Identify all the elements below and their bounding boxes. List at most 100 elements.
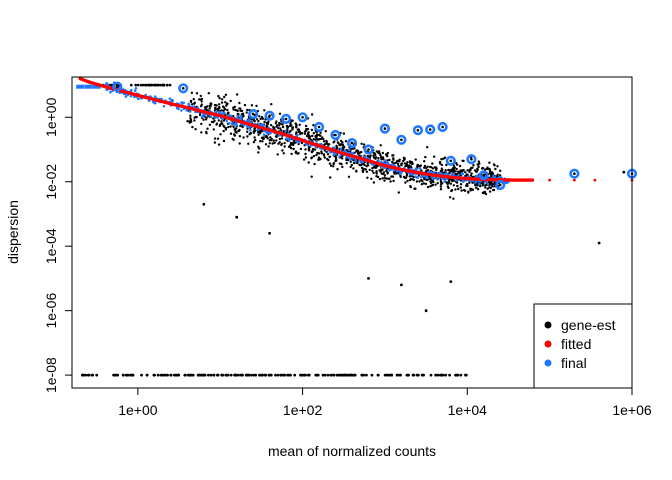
- outlier-ring: [264, 110, 275, 121]
- gene-est-point: [439, 185, 443, 188]
- gene-est-point: [224, 93, 228, 97]
- gene-est-point: [268, 142, 271, 145]
- gene-est-point: [358, 154, 361, 157]
- gene-est-point: [393, 172, 396, 175]
- gene-est-point: [156, 373, 160, 377]
- gene-est-point: [186, 120, 189, 123]
- gene-est-point: [399, 174, 402, 178]
- gene-est-point: [467, 190, 470, 193]
- y-tick-label: 1e-02: [43, 164, 59, 200]
- outlier-ring: [112, 81, 123, 92]
- gene-est-point: [200, 131, 203, 134]
- gene-est-point: [455, 162, 458, 165]
- gene-est-point: [233, 128, 236, 131]
- gene-est-point: [290, 147, 293, 150]
- gene-est-point: [404, 181, 407, 184]
- gene-est-point: [391, 160, 394, 164]
- gene-est-point: [162, 83, 166, 87]
- gene-est-point: [312, 155, 316, 158]
- final-point: [180, 109, 183, 112]
- gene-est-point: [280, 137, 284, 140]
- gene-est-point: [267, 373, 271, 377]
- gene-est-point: [484, 186, 487, 189]
- gene-est-point: [233, 373, 237, 377]
- gene-est-point: [269, 136, 272, 139]
- gene-est-point: [382, 158, 385, 161]
- gene-est-point: [310, 175, 313, 178]
- gene-est-point: [281, 123, 284, 126]
- gene-est-point: [436, 182, 439, 185]
- outlier-center-point: [350, 141, 354, 145]
- gene-est-point: [257, 130, 260, 134]
- gene-est-point: [232, 125, 235, 128]
- gene-est-point: [403, 176, 407, 180]
- gene-est-point: [363, 163, 366, 167]
- gene-est-point: [255, 104, 258, 108]
- gene-est-point: [152, 83, 156, 87]
- final-point: [246, 119, 249, 123]
- final-point: [124, 95, 128, 98]
- gene-est-point: [276, 153, 279, 156]
- gene-est-point: [372, 171, 375, 175]
- gene-est-point: [212, 120, 215, 124]
- gene-est-point: [460, 189, 463, 192]
- gene-est-point: [163, 373, 167, 377]
- gene-est-point: [489, 186, 492, 190]
- gene-est-point: [222, 109, 225, 112]
- gene-est-point: [315, 153, 318, 157]
- gene-est-point: [310, 156, 313, 159]
- gene-est-point: [400, 163, 403, 166]
- final-point: [249, 129, 252, 132]
- gene-est-point: [391, 154, 394, 157]
- final-point: [339, 147, 343, 151]
- gene-est-point: [426, 185, 430, 189]
- legend-label-final: final: [561, 355, 587, 371]
- gene-est-point: [481, 191, 485, 195]
- final-point: [76, 84, 85, 89]
- gene-est-point: [213, 103, 217, 107]
- outlier-center-point: [573, 172, 576, 175]
- gene-est-point: [333, 140, 336, 143]
- gene-est-point: [378, 177, 382, 181]
- gene-est-point: [499, 169, 502, 172]
- gene-est-point: [320, 152, 324, 155]
- gene-est-point: [414, 187, 417, 190]
- gene-est-point: [350, 147, 353, 150]
- gene-est-point: [191, 125, 194, 129]
- outlier-center-point: [482, 174, 486, 177]
- gene-est-point: [220, 109, 223, 112]
- gene-est-point: [375, 150, 378, 153]
- final-point: [185, 108, 188, 112]
- gene-est-point: [221, 122, 224, 125]
- gene-est-point: [385, 169, 388, 172]
- gene-est-point: [317, 133, 321, 137]
- gene-est-point: [328, 143, 331, 146]
- final-point: [418, 167, 422, 170]
- gene-est-point: [252, 140, 256, 144]
- legend-label-gene-est: gene-est: [561, 317, 616, 333]
- gene-est-point: [396, 162, 400, 166]
- gene-est-outlier-point: [622, 170, 626, 174]
- outlier-center-point: [498, 183, 502, 187]
- final-point: [372, 163, 375, 167]
- points-layer: [76, 76, 638, 377]
- gene-est-point: [481, 184, 484, 187]
- gene-est-point: [349, 165, 352, 169]
- gene-est-point: [469, 189, 472, 192]
- gene-est-point: [376, 175, 380, 179]
- gene-est-point: [295, 125, 298, 128]
- gene-est-point: [398, 160, 401, 163]
- gene-est-point: [159, 83, 162, 87]
- gene-est-point: [304, 152, 307, 156]
- gene-est-point: [335, 144, 338, 148]
- gene-est-point: [208, 107, 211, 110]
- final-point: [399, 171, 403, 175]
- gene-est-point: [408, 178, 412, 182]
- gene-est-point: [345, 162, 348, 165]
- final-point: [377, 159, 380, 163]
- final-point: [153, 95, 157, 98]
- gene-est-point: [261, 140, 264, 143]
- final-point: [129, 94, 133, 98]
- gene-est-point: [145, 373, 149, 377]
